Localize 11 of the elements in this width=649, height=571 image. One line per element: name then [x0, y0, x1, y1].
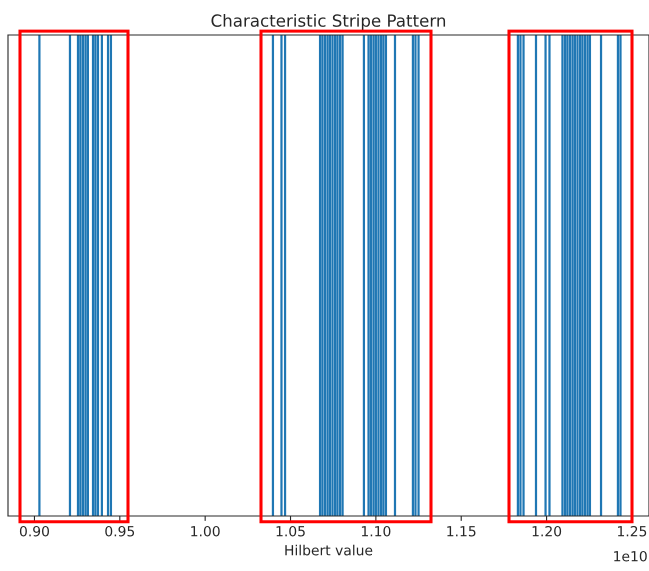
x-tick-label: 0.90 — [20, 526, 49, 536]
x-tick-label: 0.95 — [105, 526, 134, 536]
text: 1e10 — [614, 550, 647, 562]
x-tick-label: 1.25 — [618, 526, 646, 536]
x-tick-label: 1.05 — [276, 526, 305, 536]
x-tick-label: 1.10 — [362, 526, 390, 536]
x-tick-label: 1.00 — [191, 526, 220, 536]
chart-title: Characteristic Stripe Pattern — [211, 14, 446, 30]
x-axis-title: Hilbert value — [285, 544, 372, 556]
x-tick-label: 1.15 — [447, 526, 476, 536]
x-tick-label: 1.20 — [532, 526, 562, 536]
